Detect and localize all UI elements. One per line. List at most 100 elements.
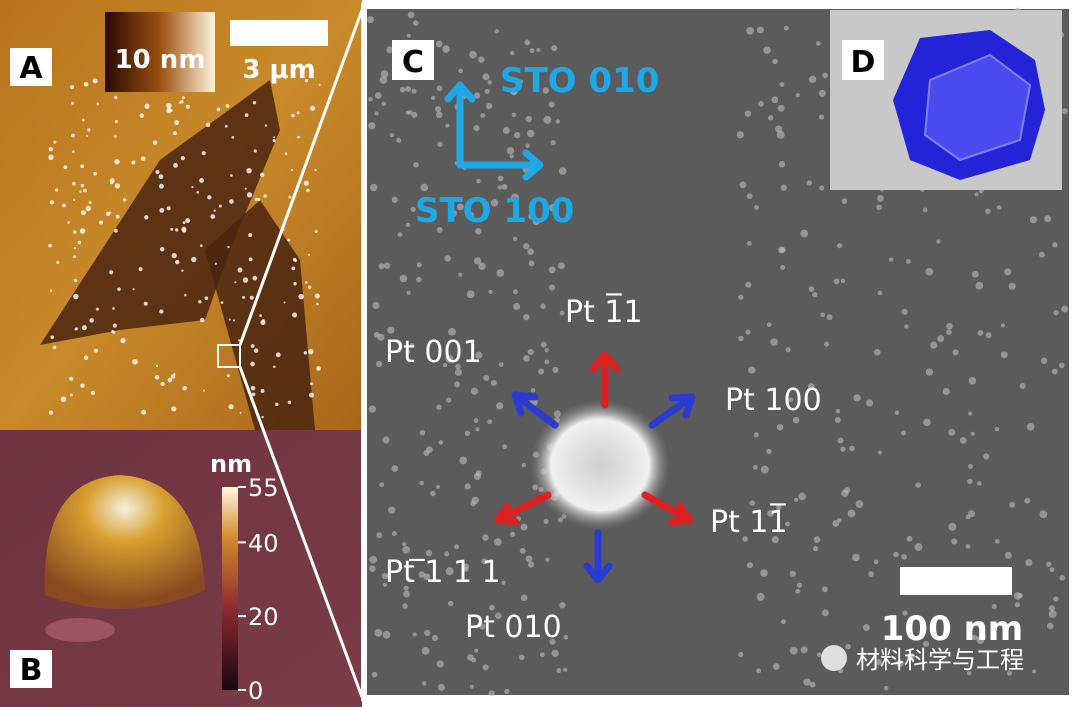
- particle: [1053, 309, 1059, 316]
- particle: [297, 135, 300, 139]
- particle: [95, 307, 99, 311]
- particle: [375, 360, 383, 368]
- particle: [437, 141, 443, 147]
- particle: [73, 278, 78, 283]
- particle: [948, 428, 956, 436]
- particle: [109, 270, 114, 275]
- particle: [303, 351, 308, 355]
- particle: [1048, 605, 1055, 612]
- particle: [62, 203, 66, 208]
- particle: [379, 482, 385, 488]
- polyhedron-face: [923, 53, 1032, 162]
- particle: [374, 628, 383, 637]
- particle: [263, 194, 267, 198]
- particle: [171, 253, 177, 259]
- particle: [83, 355, 89, 360]
- particle: [914, 615, 920, 621]
- particle: [496, 402, 504, 410]
- particle: [502, 127, 510, 135]
- particle: [442, 45, 450, 53]
- particle: [387, 326, 395, 334]
- particle: [421, 646, 430, 655]
- particle: [796, 582, 803, 588]
- particle: [806, 180, 812, 186]
- particle: [904, 324, 909, 329]
- particle: [469, 684, 474, 689]
- particle: [514, 132, 521, 139]
- particle: [298, 293, 304, 300]
- arrow: [648, 393, 696, 429]
- particle: [114, 183, 121, 189]
- particle: [785, 347, 791, 353]
- particle: [459, 456, 468, 465]
- particle: [523, 355, 530, 362]
- particle: [977, 481, 982, 486]
- particle: [407, 11, 415, 19]
- particle: [458, 272, 463, 277]
- watermark: 材料科学与工程: [856, 646, 1024, 674]
- particle: [403, 585, 409, 591]
- particle: [423, 573, 431, 581]
- particle: [152, 140, 158, 145]
- particle: [284, 152, 288, 155]
- particle: [388, 506, 396, 514]
- particle: [551, 649, 559, 657]
- particle: [73, 247, 77, 250]
- particle: [132, 358, 138, 365]
- particle: [304, 79, 309, 83]
- scale-bar: [900, 567, 1012, 595]
- particle: [381, 572, 389, 580]
- color-scale-label: 10 nm: [115, 45, 206, 75]
- particle: [447, 600, 454, 607]
- particle: [248, 233, 253, 238]
- colorbar-tick-label: 55: [248, 474, 279, 502]
- particle: [406, 290, 411, 295]
- particle: [83, 81, 89, 87]
- particle: [552, 366, 559, 373]
- particle: [254, 197, 258, 201]
- particle: [532, 217, 540, 226]
- particle: [983, 453, 990, 460]
- particle: [930, 341, 938, 349]
- particle: [473, 257, 482, 265]
- particle: [181, 96, 185, 100]
- particle: [166, 102, 172, 109]
- particle: [744, 110, 752, 117]
- particle: [412, 20, 419, 26]
- particle: [555, 119, 561, 124]
- particle: [413, 161, 419, 168]
- particle: [93, 171, 98, 176]
- particle: [816, 652, 822, 657]
- particle: [876, 204, 882, 211]
- particle: [813, 536, 821, 543]
- particle: [275, 352, 281, 358]
- particle: [1045, 561, 1052, 567]
- particle: [800, 229, 809, 238]
- particle: [936, 239, 941, 244]
- particle: [888, 257, 894, 262]
- particle: [71, 133, 75, 138]
- particle: [877, 450, 883, 455]
- particle: [1004, 268, 1012, 276]
- colorbar: [222, 487, 238, 690]
- wechat-icon: [821, 645, 847, 671]
- particle: [180, 156, 185, 161]
- particle: [902, 610, 908, 616]
- particle: [196, 191, 199, 194]
- particle: [378, 263, 385, 270]
- particle: [143, 301, 148, 306]
- particle: [518, 79, 523, 84]
- particle: [526, 129, 535, 138]
- particle: [89, 318, 94, 323]
- particle: [182, 221, 186, 225]
- particle: [316, 302, 319, 306]
- particle: [753, 432, 759, 438]
- particle: [509, 87, 518, 96]
- particle: [213, 209, 216, 212]
- arrow: [589, 351, 621, 409]
- particle: [965, 514, 971, 520]
- particle: [368, 122, 376, 130]
- particle: [296, 111, 300, 115]
- particle: [292, 312, 298, 318]
- particle: [819, 185, 825, 191]
